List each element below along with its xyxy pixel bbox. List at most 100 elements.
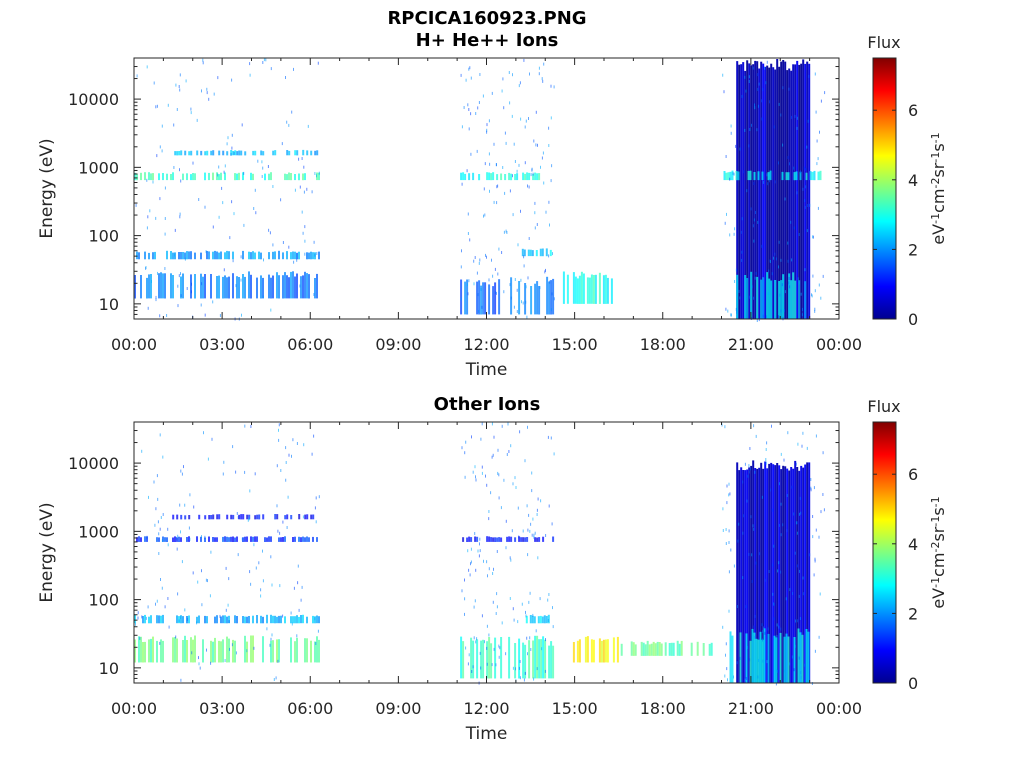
flux-streak [486, 536, 489, 542]
x-tick-label: 03:00 [199, 335, 245, 354]
flux-streak [162, 273, 164, 299]
flux-streak [660, 643, 663, 656]
noise-dot [155, 507, 157, 511]
flux-streak [270, 172, 272, 181]
noise-dot [537, 497, 539, 501]
flux-streak [534, 635, 537, 679]
noise-dot [804, 268, 806, 272]
noise-dot [179, 215, 181, 219]
noise-dot [541, 77, 543, 81]
noise-dot [253, 646, 255, 650]
noise-dot [509, 556, 511, 560]
noise-dot [807, 204, 808, 207]
noise-dot [533, 535, 535, 539]
flux-streak [756, 468, 759, 683]
flux-streak [292, 251, 294, 260]
flux-streak [312, 536, 314, 542]
flux-streak [140, 172, 142, 181]
flux-streak [460, 172, 463, 181]
flux-streak [282, 275, 284, 299]
flux-streak [262, 616, 264, 624]
flux-streak [310, 640, 312, 663]
noise-dot [791, 258, 793, 262]
noise-dot [737, 605, 738, 608]
noise-dot [180, 530, 181, 534]
noise-dot [724, 221, 726, 225]
noise-dot [741, 94, 743, 98]
noise-dot [512, 666, 514, 670]
noise-dot [767, 291, 769, 295]
noise-dot [233, 151, 235, 155]
x-tick-label: 21:00 [728, 699, 774, 718]
flux-streak [780, 280, 783, 319]
noise-dot [136, 74, 138, 78]
noise-dot [204, 205, 206, 209]
noise-dot [818, 283, 820, 287]
flux-streak [180, 252, 182, 260]
noise-dot [496, 185, 498, 189]
noise-dot [744, 128, 746, 132]
noise-dot [461, 249, 462, 253]
noise-dot [198, 656, 199, 660]
noise-dot [516, 288, 518, 292]
flux-streak [254, 150, 257, 156]
noise-dot [181, 472, 183, 476]
flux-streak [216, 615, 218, 624]
flux-streak [164, 273, 166, 299]
flux-streak [144, 172, 146, 181]
noise-dot [552, 606, 553, 610]
noise-dot [301, 585, 303, 589]
unit-base: eV [929, 588, 948, 609]
noise-dot [752, 66, 754, 70]
noise-dot [228, 620, 230, 624]
noise-dot [793, 512, 795, 516]
colorbar-tick-label: 4 [908, 535, 918, 554]
noise-dot [793, 226, 795, 230]
flux-streak [606, 639, 609, 663]
noise-dot [754, 106, 756, 110]
flux-streak [224, 172, 226, 181]
noise-dot [496, 605, 498, 609]
flux-streak [760, 279, 763, 319]
noise-dot [814, 72, 816, 76]
noise-dot [159, 314, 161, 318]
noise-dot [164, 232, 166, 236]
flux-streak [541, 616, 544, 624]
flux-streak [650, 643, 653, 656]
noise-dot [236, 512, 238, 515]
flux-streak [752, 460, 755, 683]
noise-dot [522, 529, 524, 533]
noise-dot [476, 271, 478, 275]
noise-dot [782, 523, 784, 527]
noise-dot [758, 104, 759, 108]
noise-dot [185, 79, 187, 83]
noise-dot [764, 631, 766, 635]
flux-streak [592, 275, 595, 304]
noise-dot [296, 258, 298, 262]
flux-streak [476, 536, 479, 542]
noise-dot [208, 97, 210, 101]
colorbar-tick-label: 6 [908, 101, 918, 120]
flux-streak [762, 468, 765, 683]
flux-streak [538, 639, 541, 679]
noise-dot [493, 567, 494, 571]
noise-dot [177, 284, 179, 288]
noise-dot [167, 597, 169, 600]
noise-dot [552, 625, 554, 629]
noise-dot [206, 87, 208, 91]
flux-streak [162, 536, 164, 542]
noise-dot [511, 529, 513, 533]
flux-streak [210, 640, 212, 663]
flux-streak [798, 280, 801, 319]
flux-streak [736, 61, 739, 319]
y-axis-label: Energy (eV) [37, 138, 57, 238]
flux-streak [550, 280, 553, 315]
flux-streak [796, 60, 799, 320]
flux-streak [218, 640, 220, 663]
noise-dot [227, 136, 229, 140]
noise-dot [519, 676, 521, 680]
flux-streak [236, 151, 239, 156]
noise-dot [479, 537, 481, 541]
flux-streak [318, 639, 320, 663]
noise-dot [771, 424, 772, 428]
